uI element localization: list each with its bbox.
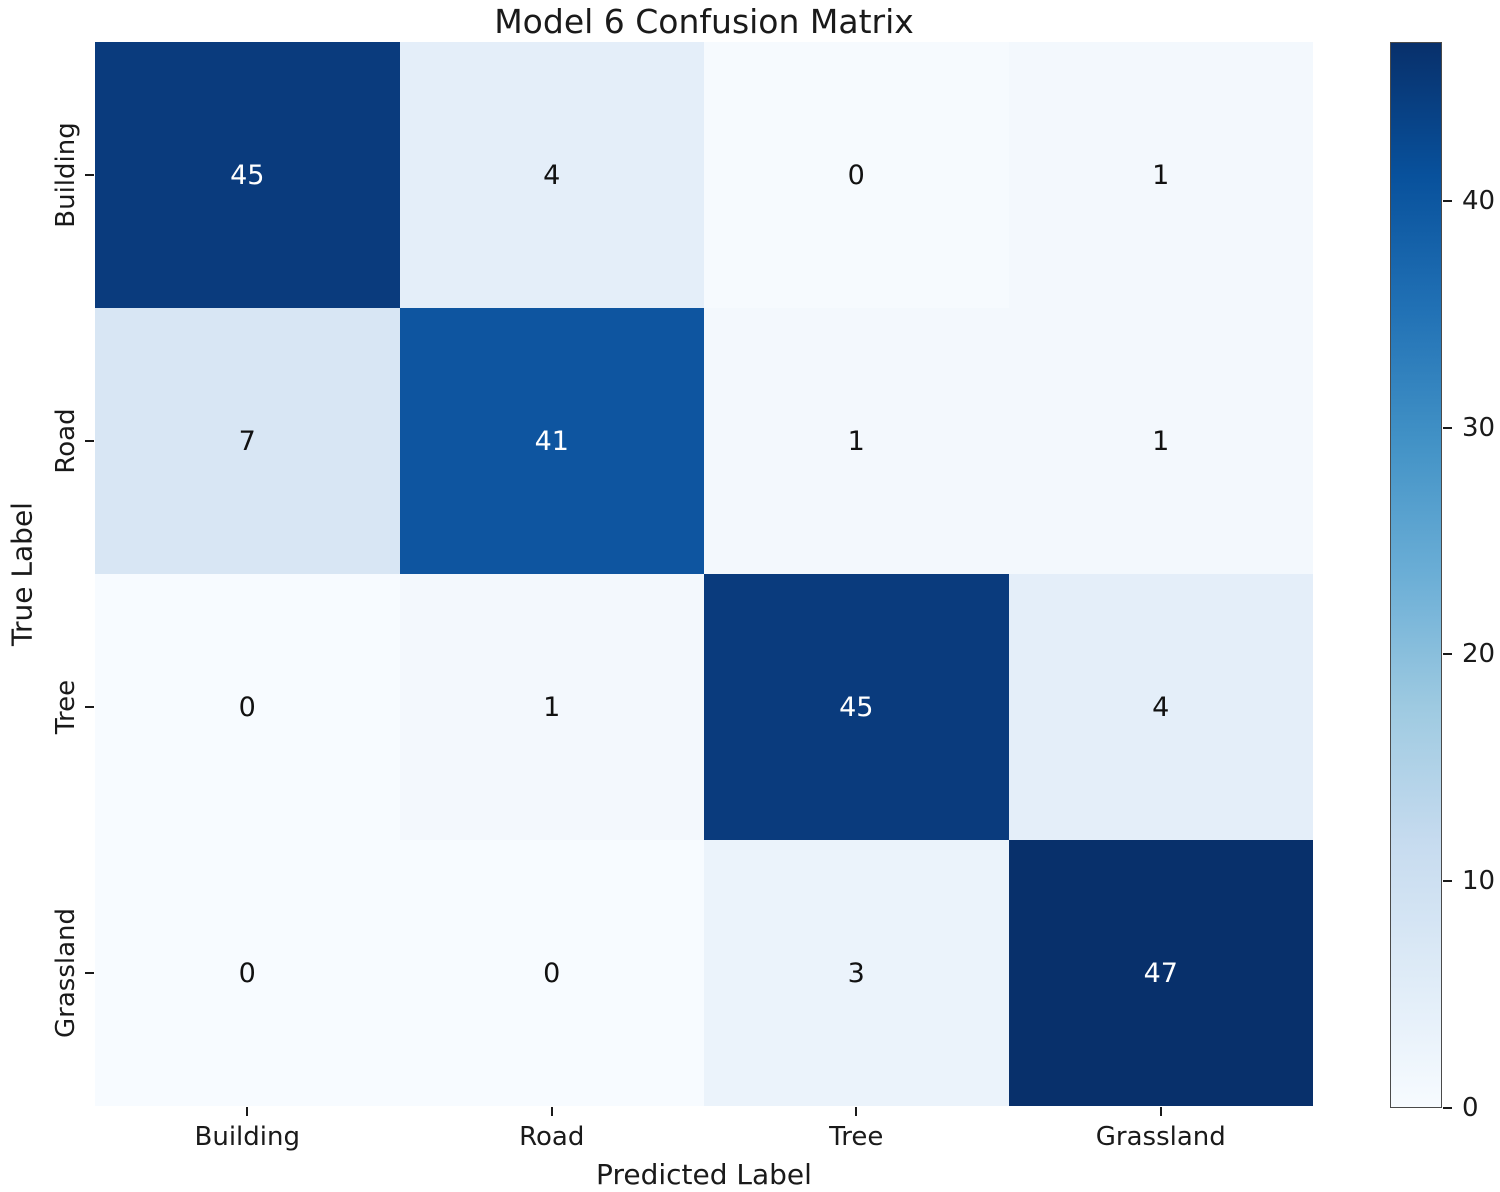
cell-building-tree: 0 [704, 42, 1009, 308]
cell-building-road: 4 [399, 42, 704, 308]
x-axis-label: Predicted Label [596, 1158, 812, 1191]
cell-grassland-road: 0 [399, 840, 704, 1106]
cell-road-building: 7 [95, 308, 400, 574]
cell-road-grassland: 1 [1008, 308, 1313, 574]
colorbar-tick-mark-30 [1443, 426, 1452, 429]
xtick-label-road: Road [519, 1122, 585, 1152]
colorbar-tick-mark-10 [1443, 880, 1452, 883]
colorbar-tick-mark-20 [1443, 653, 1452, 656]
ytick-mark-building [85, 174, 94, 176]
xtick-mark-grassland [1159, 1107, 1162, 1116]
xtick-mark-tree [855, 1107, 858, 1116]
ytick-mark-grassland [85, 972, 94, 974]
colorbar-tick-label-20: 20 [1462, 639, 1496, 670]
cell-tree-grassland: 4 [1008, 574, 1313, 840]
ytick-label-grassland: Grassland [51, 908, 81, 1038]
ytick-mark-tree [85, 706, 94, 708]
ytick-label-building: Building [51, 122, 81, 228]
colorbar-tick-label-40: 40 [1462, 185, 1496, 216]
heatmap-grid: 45 4 0 1 7 41 1 1 0 1 45 4 0 0 3 47 [95, 42, 1313, 1106]
y-axis-label: True Label [5, 502, 39, 646]
cell-grassland-building: 0 [95, 840, 400, 1106]
xtick-label-tree: Tree [829, 1122, 884, 1152]
xtick-label-grassland: Grassland [1095, 1122, 1226, 1152]
cell-grassland-grassland: 47 [1008, 840, 1313, 1106]
ytick-mark-road [85, 440, 94, 442]
colorbar-tick-mark-0 [1443, 1107, 1452, 1109]
cell-road-road: 41 [399, 308, 704, 574]
colorbar-tick-label-30: 30 [1462, 412, 1496, 443]
cell-tree-tree: 45 [704, 574, 1009, 840]
xtick-mark-road [550, 1107, 553, 1116]
ytick-label-road: Road [51, 408, 81, 474]
cell-grassland-tree: 3 [704, 840, 1009, 1106]
ytick-label-tree: Tree [51, 679, 81, 735]
xtick-label-building: Building [194, 1122, 300, 1152]
cell-building-building: 45 [95, 42, 400, 308]
colorbar-tick-label-10: 10 [1462, 866, 1496, 897]
colorbar-tick-label-0: 0 [1462, 1093, 1479, 1123]
colorbar-gradient [1390, 42, 1442, 1108]
colorbar-tick-mark-40 [1443, 199, 1452, 202]
chart-title: Model 6 Confusion Matrix [494, 2, 914, 41]
xtick-mark-building [246, 1107, 249, 1116]
cell-building-grassland: 1 [1008, 42, 1313, 308]
cell-tree-road: 1 [399, 574, 704, 840]
cell-road-tree: 1 [704, 308, 1009, 574]
cell-tree-building: 0 [95, 574, 400, 840]
